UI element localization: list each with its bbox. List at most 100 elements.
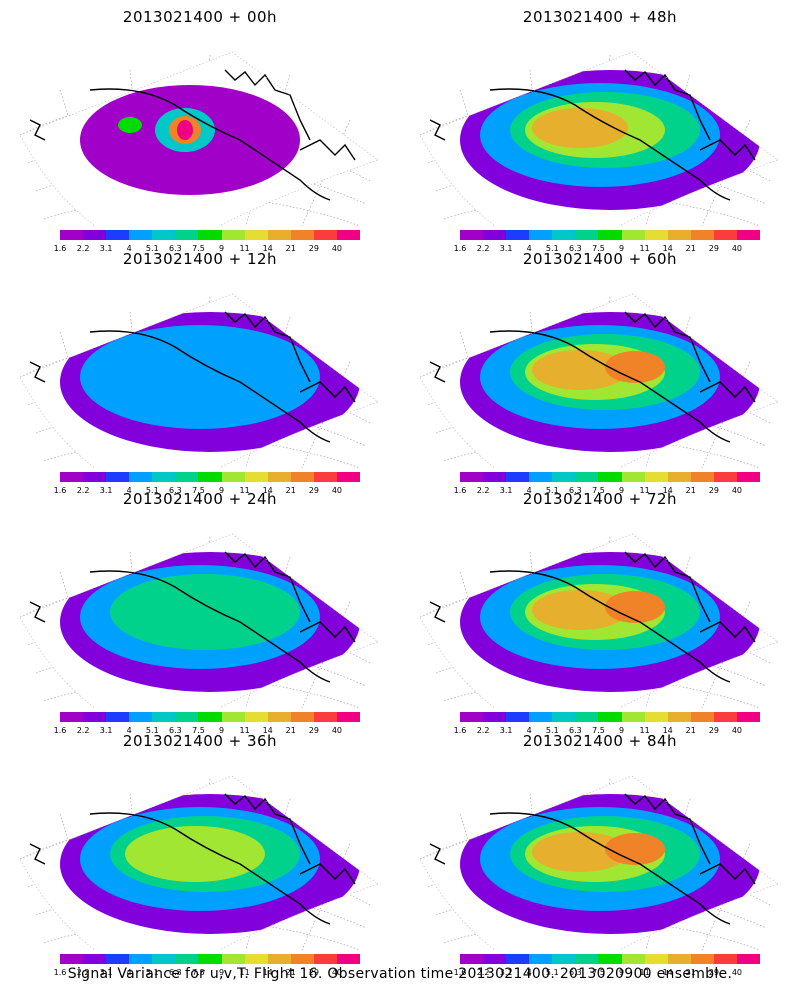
colorbar-swatch <box>483 230 507 240</box>
forecast-panel: 2013021400 + 48h 1.6 2.2 3.1 4 5.1 6.3 7.5 9 11 14… <box>400 8 800 253</box>
colorbar-swatch <box>575 712 599 722</box>
colorbar-labels: 1.6 2.2 3.1 4 5.1 6.3 7.5 9 11 14 21 29 40 <box>54 968 360 978</box>
colorbar-label: 2.2 <box>76 244 90 253</box>
colorbar-swatch <box>336 954 361 964</box>
colorbar-label: 5.1 <box>145 244 159 253</box>
variance-map <box>19 775 379 950</box>
colorbar-label: 29 <box>308 968 319 977</box>
colorbar-label: 6.3 <box>569 244 582 253</box>
colorbar-swatch <box>198 954 222 964</box>
colorbar-label: 21 <box>285 244 296 253</box>
colorbar-label: 5.1 <box>545 726 559 735</box>
colorbar-swatch <box>483 472 507 482</box>
colorbar-label: 5.1 <box>145 726 159 735</box>
colorbar-label: 2.2 <box>476 968 490 977</box>
forecast-panel: 2013021400 + 00h 1.6 2.2 3.1 4 5.1 6.3 7.5 9 11 14… <box>0 8 400 253</box>
colorbar-label: 14 <box>662 726 673 735</box>
colorbar-swatch <box>667 230 691 240</box>
colorbar-swatch <box>736 712 761 722</box>
variance-map <box>19 533 379 708</box>
colorbar-swatch <box>244 712 268 722</box>
colorbar-swatch <box>244 472 268 482</box>
colorbar-label: 1.6 <box>53 726 67 735</box>
colorbar-swatch <box>667 472 691 482</box>
colorbar-label: 21 <box>685 968 696 977</box>
colorbar-labels: 1.6 2.2 3.1 4 5.1 6.3 7.5 9 11 14 21 29 40 <box>454 244 760 254</box>
colorbar-swatch <box>152 712 176 722</box>
colorbar-label: 29 <box>708 486 719 495</box>
colorbar-label: 40 <box>731 726 743 735</box>
colorbar-swatch <box>290 230 314 240</box>
colorbar-swatch <box>221 712 245 722</box>
colorbar-swatch <box>60 472 84 482</box>
colorbar-label: 2.2 <box>476 244 490 253</box>
colorbar-label: 3.1 <box>99 726 113 735</box>
colorbar-label: 7.5 <box>192 244 205 253</box>
colorbar <box>460 230 761 242</box>
colorbar-label: 6.3 <box>569 486 582 495</box>
colorbar-swatch <box>460 712 484 722</box>
panel-title: 2013021400 + 72h <box>522 490 678 508</box>
colorbar-swatch <box>336 230 361 240</box>
colorbar <box>460 472 761 484</box>
colorbar-swatch <box>598 472 622 482</box>
colorbar-label: 1.6 <box>53 968 67 977</box>
colorbar-swatch <box>598 712 622 722</box>
colorbar-label: 21 <box>685 486 696 495</box>
colorbar-swatch <box>129 954 153 964</box>
colorbar-label: 40 <box>331 244 343 253</box>
variance-map <box>419 775 779 950</box>
colorbar-swatch <box>313 472 337 482</box>
colorbar-swatch <box>621 472 645 482</box>
colorbar-label: 7.5 <box>192 968 205 977</box>
colorbar-label: 9 <box>218 486 225 495</box>
colorbar <box>60 230 361 242</box>
colorbar-swatch <box>106 954 130 964</box>
panel-title: 2013021400 + 36h <box>122 732 278 750</box>
colorbar-swatch <box>129 712 153 722</box>
colorbar-swatch <box>736 230 761 240</box>
colorbar-label: 14 <box>662 968 673 977</box>
colorbar-label: 7.5 <box>592 726 605 735</box>
colorbar-swatch <box>198 472 222 482</box>
colorbar-label: 29 <box>708 244 719 253</box>
colorbar-label: 4 <box>526 244 532 253</box>
colorbar-swatch <box>529 472 553 482</box>
colorbar-swatch <box>598 954 622 964</box>
colorbar-labels: 1.6 2.2 3.1 4 5.1 6.3 7.5 9 11 14 21 29 40 <box>54 486 360 496</box>
colorbar-swatch <box>621 230 645 240</box>
colorbar-swatch <box>736 472 761 482</box>
colorbar-label: 29 <box>308 244 319 253</box>
colorbar <box>460 712 761 724</box>
colorbar-label: 9 <box>618 244 625 253</box>
panel-title: 2013021400 + 84h <box>522 732 678 750</box>
colorbar-label: 1.6 <box>453 486 467 495</box>
colorbar-label: 6.3 <box>569 726 582 735</box>
colorbar-label: 29 <box>308 726 319 735</box>
colorbar-label: 21 <box>285 726 296 735</box>
colorbar-swatch <box>690 712 714 722</box>
variance-map <box>419 51 779 226</box>
colorbar-label: 5.1 <box>145 968 159 977</box>
forecast-panel: 2013021400 + 36h 1.6 2.2 3.1 4 5.1 6.3 7.5 9 11 14… <box>0 732 400 977</box>
colorbar-swatch <box>552 230 576 240</box>
colorbar-swatch <box>713 472 737 482</box>
colorbar-label: 21 <box>685 244 696 253</box>
colorbar-label: 9 <box>618 486 625 495</box>
panel-title: 2013021400 + 60h <box>522 250 678 268</box>
colorbar-label: 1.6 <box>453 244 467 253</box>
colorbar-swatch <box>60 230 84 240</box>
colorbar-swatch <box>460 230 484 240</box>
colorbar-label: 11 <box>239 726 250 735</box>
colorbar-swatch <box>83 230 107 240</box>
colorbar <box>60 472 361 484</box>
colorbar-swatch <box>506 472 530 482</box>
colorbar <box>60 712 361 724</box>
colorbar-swatch <box>506 712 530 722</box>
colorbar <box>60 954 361 966</box>
colorbar-swatch <box>60 712 84 722</box>
colorbar-swatch <box>336 472 361 482</box>
colorbar-swatch <box>313 712 337 722</box>
colorbar-swatch <box>129 472 153 482</box>
colorbar-label: 14 <box>262 968 273 977</box>
